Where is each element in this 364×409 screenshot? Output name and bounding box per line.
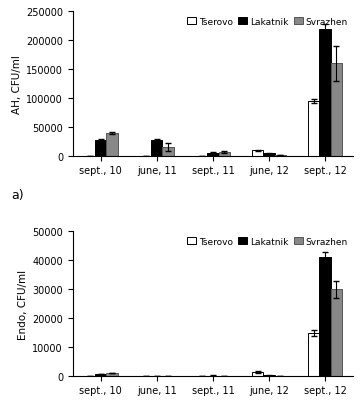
Bar [274, 155, 286, 157]
Bar [331, 290, 342, 376]
Bar [320, 258, 331, 376]
Bar [331, 64, 342, 157]
Bar [95, 374, 106, 376]
Bar [106, 373, 118, 376]
Bar [252, 151, 264, 157]
Legend: Tserovo, Lakatnik, Svrazhen: Tserovo, Lakatnik, Svrazhen [186, 17, 349, 27]
Bar [264, 375, 274, 376]
Y-axis label: Endo, CFU/ml: Endo, CFU/ml [18, 269, 28, 339]
Bar [95, 141, 106, 157]
Text: a): a) [11, 189, 24, 202]
Bar [308, 102, 320, 157]
Bar [162, 148, 174, 157]
Bar [264, 154, 274, 157]
Legend: Tserovo, Lakatnik, Svrazhen: Tserovo, Lakatnik, Svrazhen [186, 236, 349, 247]
Y-axis label: AH, CFU/ml: AH, CFU/ml [12, 55, 22, 114]
Bar [218, 153, 230, 157]
Bar [252, 372, 264, 376]
Text: b): b) [11, 408, 24, 409]
Bar [207, 153, 218, 157]
Bar [106, 134, 118, 157]
Bar [308, 333, 320, 376]
Bar [151, 141, 162, 157]
Bar [320, 29, 331, 157]
